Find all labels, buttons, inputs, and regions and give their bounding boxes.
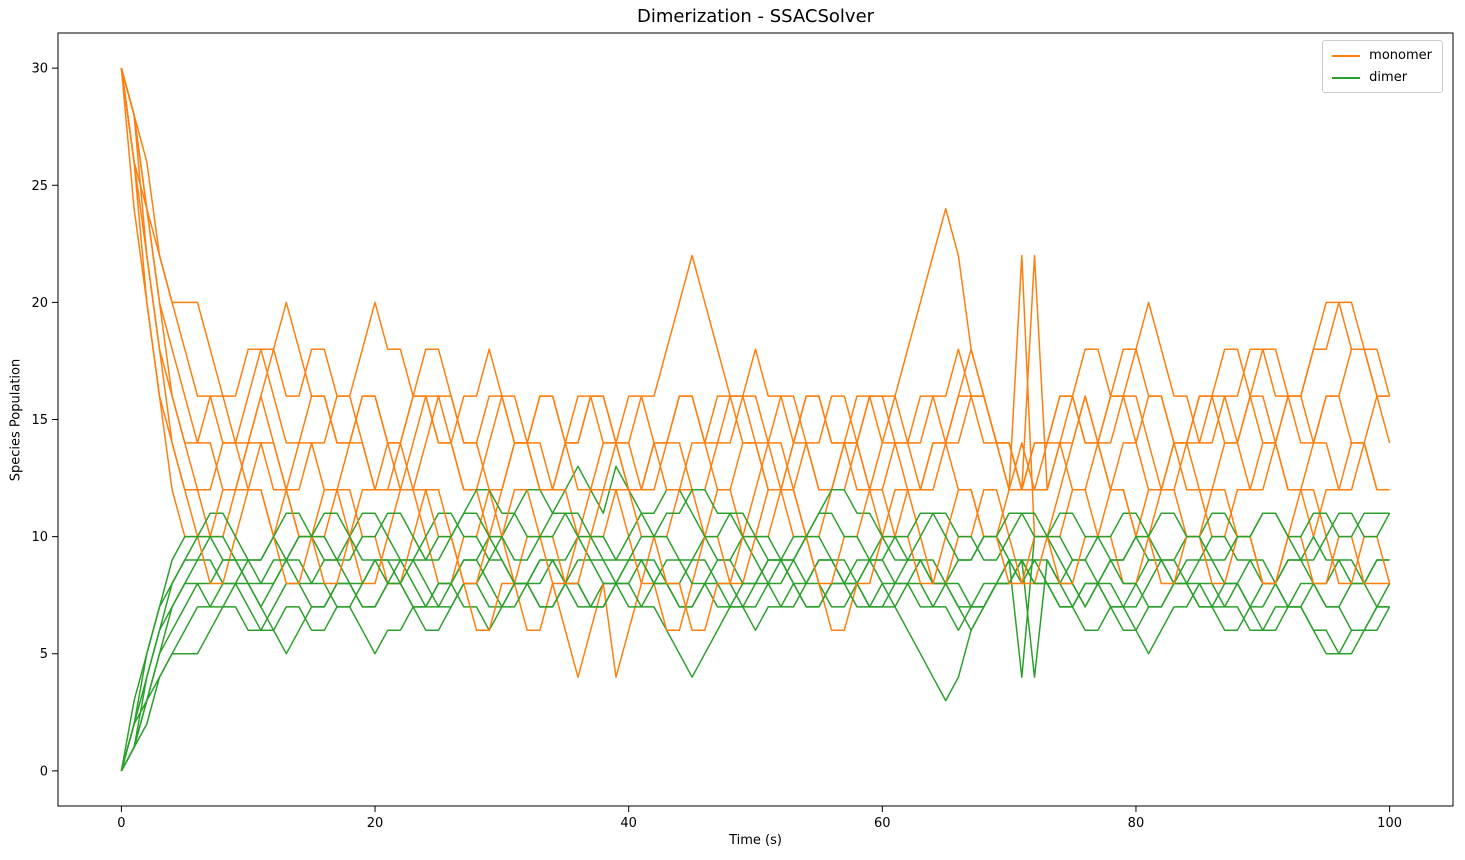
x-tick-label: 0 [117, 816, 125, 831]
dimer-trajectory-2 [120, 559, 1391, 772]
y-tick-label: 0 [40, 764, 48, 779]
monomer-trajectory-4 [120, 67, 1390, 491]
x-tick-label: 40 [620, 816, 637, 831]
x-tick-label: 60 [874, 816, 891, 831]
y-tick-label: 20 [31, 296, 48, 311]
dimer-trajectory-3 [120, 535, 1390, 772]
dimer-trajectory-4 [120, 559, 1390, 772]
x-axis-label: Time (s) [729, 833, 782, 848]
chart-title: Dimerization - SSACSolver [636, 6, 875, 27]
dimer-trajectory-7 [120, 489, 1390, 772]
dimer-trajectory-0 [120, 535, 1390, 772]
monomer-trajectory-0 [120, 67, 1390, 538]
y-tick-label: 25 [31, 179, 48, 194]
legend-label-dimer: dimer [1369, 70, 1408, 85]
y-tick-label: 5 [40, 647, 48, 662]
monomer-trajectory-2 [120, 67, 1391, 491]
y-tick-label: 30 [31, 62, 48, 77]
legend-item-dimer: dimer [1332, 70, 1432, 85]
x-tick-label: 80 [1128, 816, 1145, 831]
legend: monomer dimer [1322, 40, 1443, 93]
dimer-trajectory-6 [120, 559, 1391, 772]
dimer-line-sample-icon [1332, 76, 1361, 79]
y-tick-label: 10 [31, 530, 48, 545]
monomer-trajectory-6 [120, 67, 1391, 491]
legend-item-monomer: monomer [1332, 48, 1432, 63]
x-tick-label: 20 [367, 816, 384, 831]
monomer-trajectory-1 [120, 67, 1390, 678]
dimer-trajectory-1 [120, 465, 1390, 772]
monomer-trajectory-3 [120, 67, 1390, 538]
y-tick-label: 15 [31, 413, 48, 428]
legend-label-monomer: monomer [1369, 48, 1432, 63]
monomer-line-sample-icon [1332, 54, 1361, 57]
y-axis-label: Species Population [8, 358, 24, 482]
x-tick-label: 100 [1377, 816, 1402, 831]
